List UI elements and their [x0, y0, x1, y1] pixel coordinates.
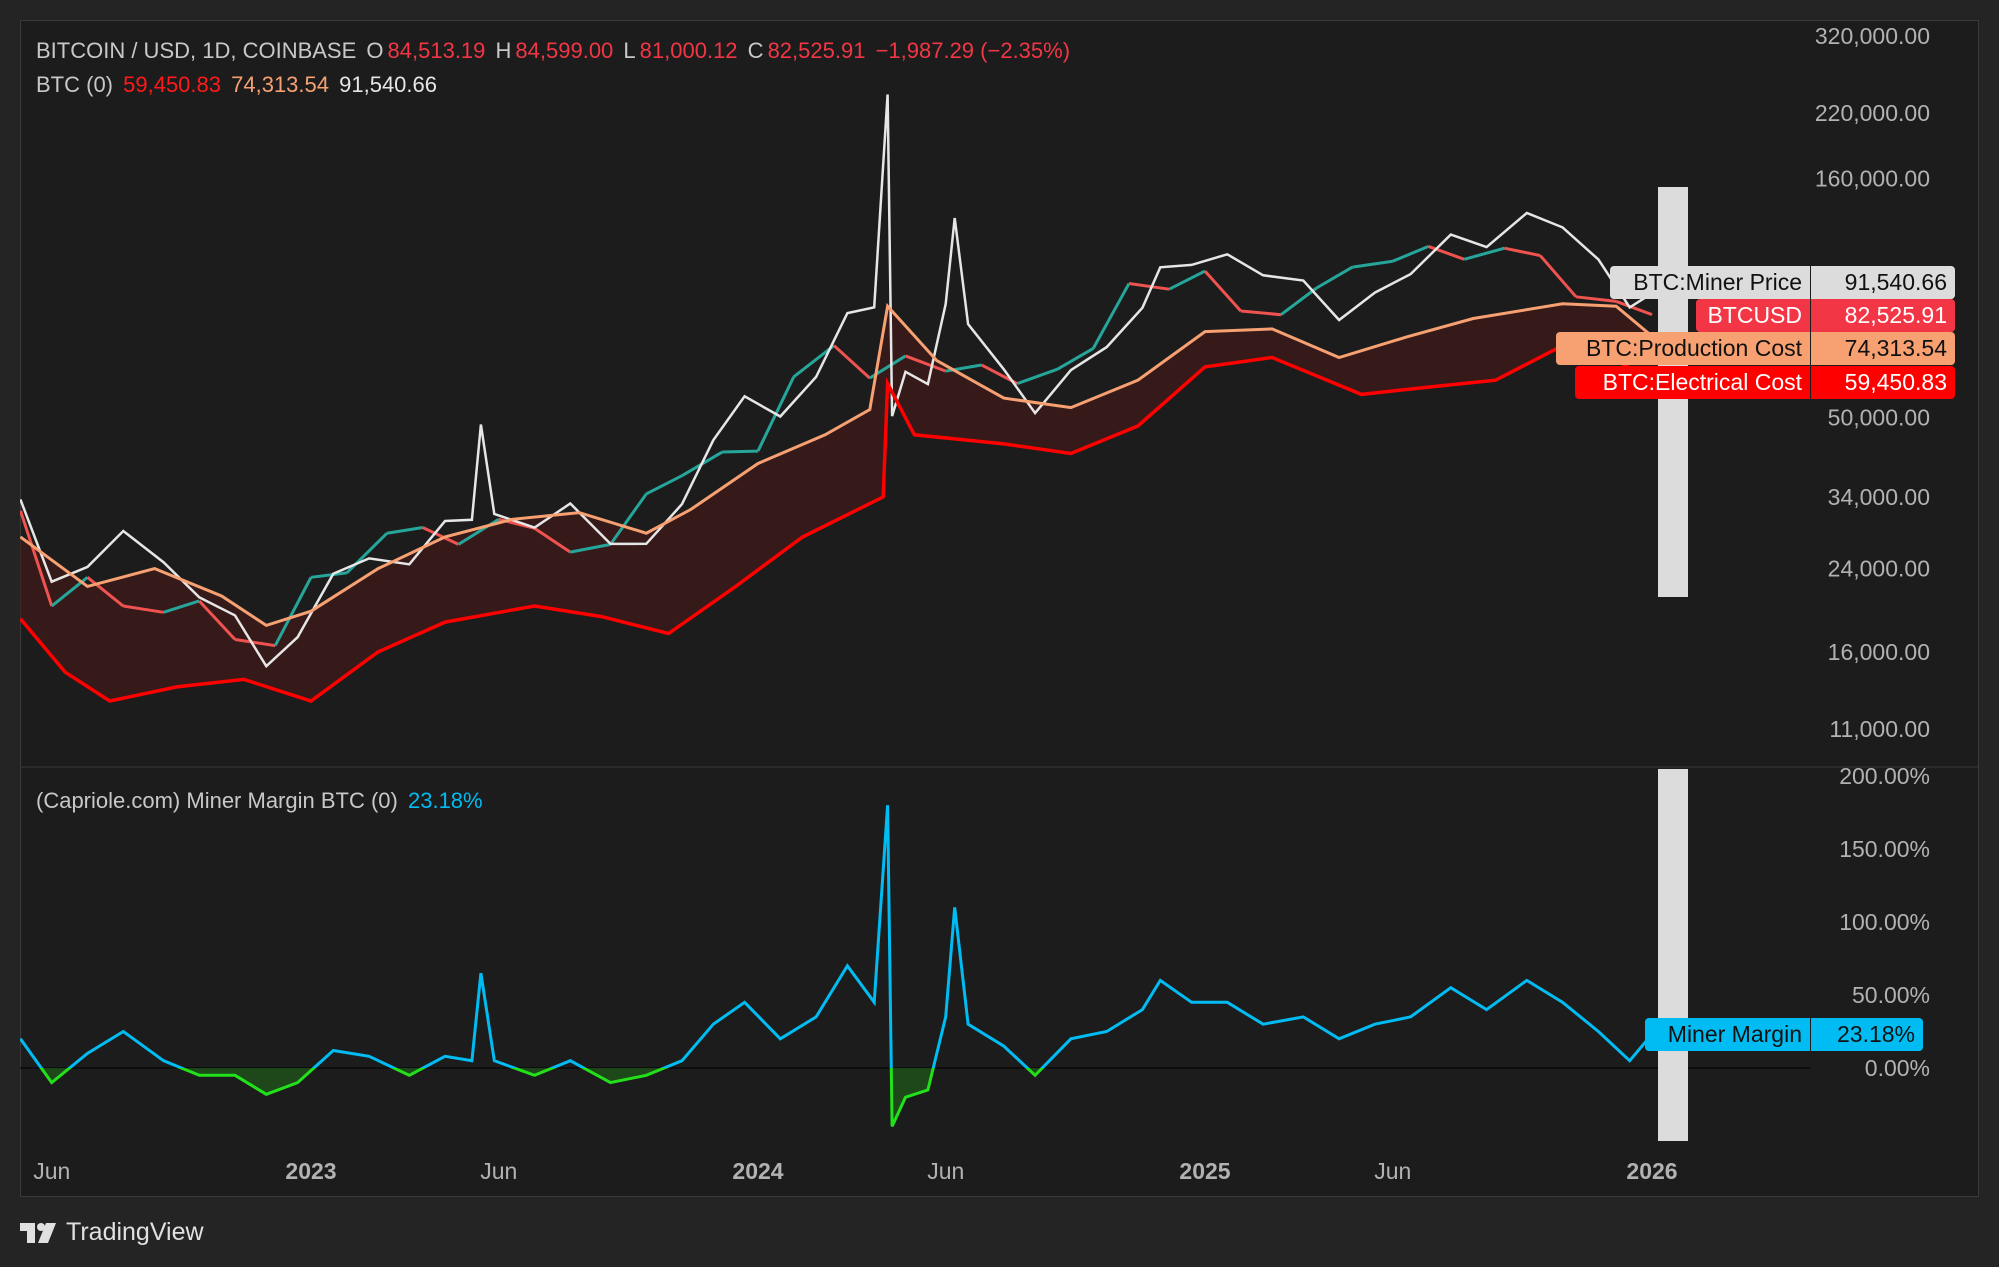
indicator-name[interactable]: BTC (0): [36, 72, 113, 97]
high-label: H: [495, 38, 512, 63]
margin-legend: (Capriole.com) Miner Margin BTC (0) 23.1…: [36, 788, 487, 814]
btcusd-segment: [1539, 254, 1578, 298]
btcusd-tag-value: 82,525.91: [1811, 299, 1955, 332]
btcusd-segment: [163, 599, 200, 614]
btcusd-segment: [123, 604, 164, 614]
price-pane: [20, 94, 1653, 703]
electrical-cost-line: [20, 343, 1653, 703]
btcusd-segment: [386, 526, 423, 535]
btcusd-segment: [1463, 246, 1505, 261]
btcusd-segment: [722, 449, 759, 454]
miner-margin-tag-label: Miner Margin: [1645, 1018, 1810, 1051]
btcusd-segment: [1091, 282, 1131, 350]
btcusd-segment: [1240, 309, 1282, 317]
price-axis-tick: 16,000.00: [1828, 639, 1930, 665]
time-axis-tick: Jun: [480, 1158, 517, 1184]
btcusd-segment: [1352, 259, 1393, 269]
btcusd-segment: [273, 576, 313, 647]
btcusd-segment: [569, 542, 611, 554]
time-axis-tick: Jun: [1374, 1158, 1411, 1184]
margin-axis-tick: 100.00%: [1839, 909, 1930, 935]
time-axis-tick: 2026: [1626, 1158, 1677, 1184]
margin-axis-tick: 0.00%: [1865, 1055, 1930, 1081]
tradingview-icon: [20, 1222, 56, 1243]
margin-axis-tick: 50.00%: [1852, 982, 1930, 1008]
high-value: 84,599.00: [515, 38, 614, 63]
btcusd-segment: [1016, 367, 1058, 386]
btcusd-segment: [1504, 246, 1541, 258]
open-label: O: [366, 38, 384, 63]
margin-axis-tick: 150.00%: [1839, 836, 1930, 862]
btcusd-segment: [1168, 269, 1206, 291]
time-axis-tick: Jun: [927, 1158, 964, 1184]
btcusd-segment: [792, 344, 835, 378]
time-axis-tick: 2024: [732, 1158, 783, 1184]
production-cost-line: [20, 302, 1653, 628]
btcusd-segment: [533, 526, 572, 554]
close-label: C: [747, 38, 764, 63]
btcusd-segment: [1128, 282, 1170, 291]
margin-axis-tick: 200.00%: [1839, 763, 1930, 789]
cost-band: [20, 303, 1652, 701]
production-cost-tag-value: 74,313.54: [1811, 332, 1955, 365]
indicator-electrical-value: 59,450.83: [123, 72, 221, 97]
negative-margin-fill: [20, 1068, 1652, 1127]
price-axis-tick: 24,000.00: [1828, 556, 1930, 582]
miner-price-line: [20, 94, 1653, 669]
btcusd-segment: [1392, 245, 1430, 263]
electrical-cost-tag-value: 59,450.83: [1811, 366, 1955, 399]
btcusd-segment: [1315, 265, 1354, 290]
miner-price-tag-value: 91,540.66: [1811, 266, 1955, 299]
btcusd-segment: [1427, 244, 1465, 261]
btcusd-segment: [904, 354, 947, 373]
indicator-legend: BTC (0) 59,450.83 74,313.54 91,540.66: [36, 72, 441, 98]
btcusd-segment: [1280, 286, 1318, 316]
miner-margin-line: [20, 805, 1654, 1068]
btcusd-segment: [1575, 295, 1617, 303]
btcusd-segment: [609, 493, 648, 546]
btcusd-tag-label: BTCUSD: [1696, 299, 1810, 332]
miner-price-tag-label: BTC:Miner Price: [1610, 266, 1810, 299]
price-axis-tick: 11,000.00: [1829, 716, 1930, 742]
margin-indicator-value: 23.18%: [407, 788, 483, 813]
btcusd-segment: [645, 474, 683, 496]
indicator-production-value: 74,313.54: [231, 72, 329, 97]
symbol-legend: BITCOIN / USD, 1D, COINBASE O 84,513.19 H…: [36, 38, 1074, 64]
change-value: −1,987.29 (−2.35%): [875, 38, 1071, 63]
symbol-title[interactable]: BITCOIN / USD, 1D, COINBASE: [36, 38, 357, 63]
btcusd-segment: [422, 526, 460, 546]
indicator-miner-value: 91,540.66: [339, 72, 437, 97]
price-axis-tick: 160,000.00: [1815, 166, 1930, 192]
btcusd-segment: [234, 637, 276, 648]
brand-name: TradingView: [66, 1218, 204, 1246]
open-value: 84,513.19: [387, 38, 486, 63]
time-axis-tick: 2023: [285, 1158, 336, 1184]
btcusd-segment: [1203, 270, 1242, 312]
electrical-cost-tag-label: BTC:Electrical Cost: [1575, 366, 1810, 399]
btcusd-segment: [832, 344, 871, 380]
tradingview-logo[interactable]: TradingView: [20, 1218, 204, 1247]
production-cost-tag-label: BTC:Production Cost: [1556, 332, 1810, 365]
price-axis-tick: 220,000.00: [1815, 100, 1930, 126]
low-label: L: [623, 38, 636, 63]
time-axis-tick: Jun: [33, 1158, 70, 1184]
price-axis-tick: 320,000.00: [1815, 23, 1930, 49]
btcusd-segment: [310, 571, 347, 579]
btcusd-segment: [86, 576, 125, 608]
highlight-bar-bottom: [1658, 769, 1688, 1141]
close-value: 82,525.91: [767, 38, 866, 63]
price-axis-tick: 34,000.00: [1828, 484, 1930, 510]
time-axis-tick: 2025: [1179, 1158, 1230, 1184]
btcusd-segment: [20, 510, 54, 607]
margin-indicator-name[interactable]: (Capriole.com) Miner Margin BTC (0): [36, 788, 398, 813]
low-value: 81,000.12: [639, 38, 738, 63]
btcusd-segment: [1056, 347, 1095, 371]
miner-margin-tag-value: 23.18%: [1811, 1018, 1923, 1051]
btcusd-segment: [1615, 300, 1653, 317]
price-axis-tick: 50,000.00: [1828, 405, 1930, 431]
btcusd-segment: [198, 599, 237, 641]
